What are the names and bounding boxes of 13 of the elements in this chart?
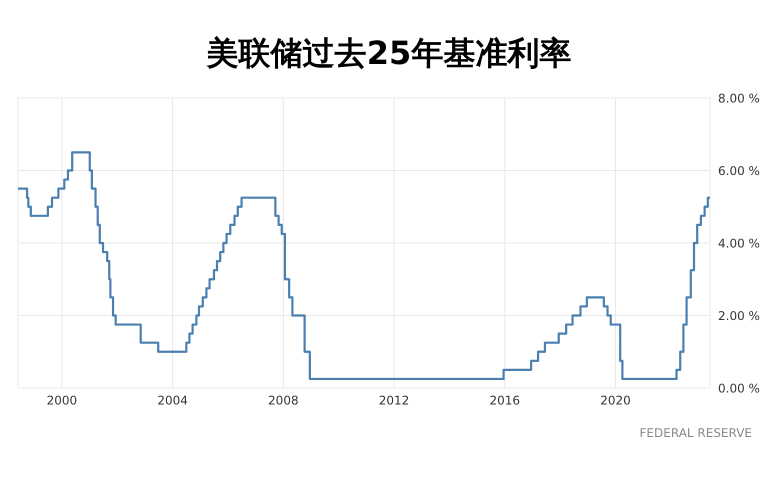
x-tick-label: 2016	[490, 394, 520, 408]
y-tick-label: 0.00 %	[718, 381, 760, 396]
chart-title: 美联储过去25年基准利率	[205, 33, 572, 74]
x-tick-label: 2000	[46, 394, 78, 408]
y-tick-label: 6.00 %	[718, 164, 760, 178]
x-tick-label: 2012	[378, 394, 410, 408]
x-tick-label: 2020	[600, 394, 631, 408]
x-tick-label: 2008	[268, 394, 299, 408]
x-tick-label: 2004	[157, 394, 188, 408]
y-tick-label: 8.00 %	[718, 91, 760, 106]
y-tick-label: 4.00 %	[718, 236, 760, 250]
y-tick-label: 2.00 %	[718, 308, 760, 323]
text: FEDERAL RESERVE	[640, 426, 752, 440]
